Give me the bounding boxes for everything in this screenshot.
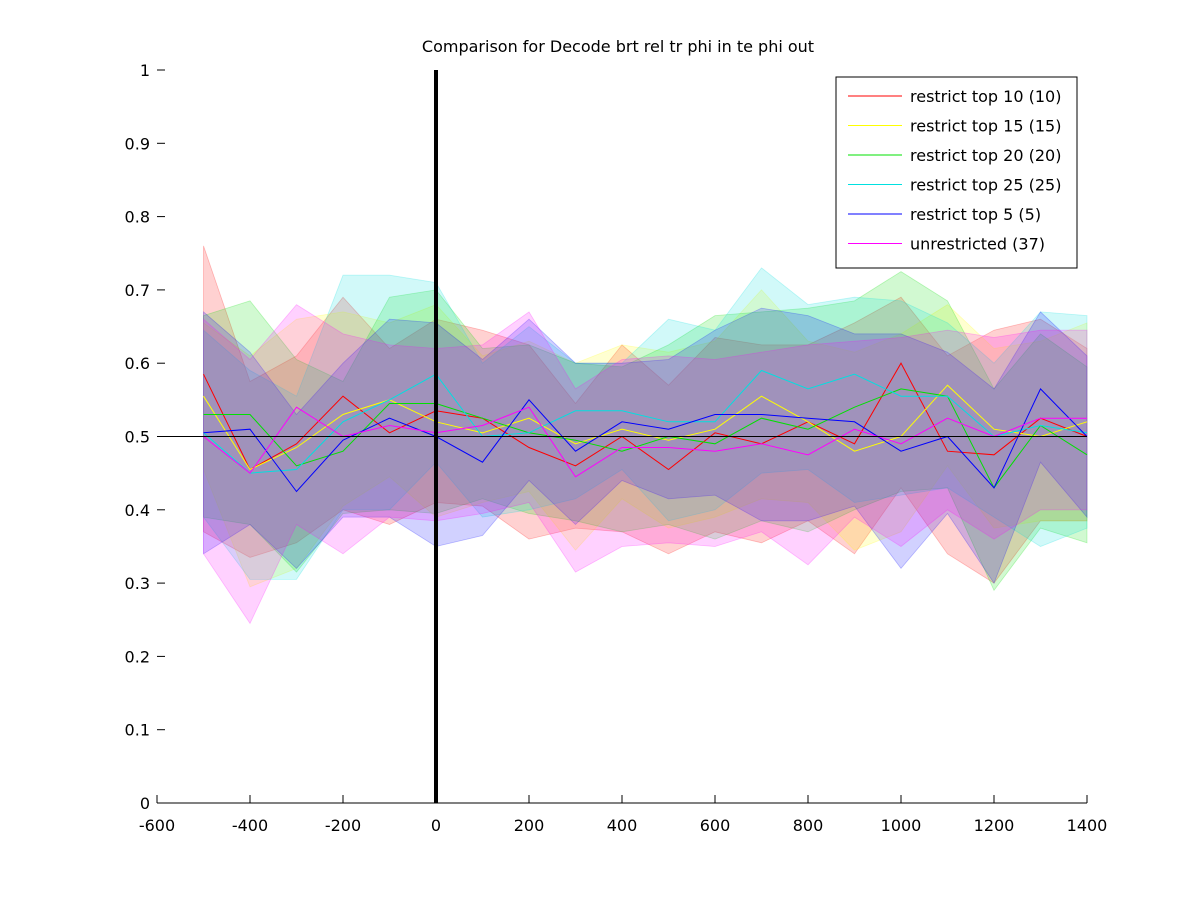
legend-label: restrict top 15 (15) bbox=[910, 117, 1061, 136]
chart-title: Comparison for Decode brt rel tr phi in … bbox=[422, 37, 814, 56]
confidence-band-6 bbox=[203, 304, 1088, 625]
x-tick-label: -600 bbox=[139, 816, 175, 835]
y-tick-label: 0.9 bbox=[125, 134, 150, 153]
legend-label: restrict top 10 (10) bbox=[910, 87, 1061, 106]
y-tick-label: 0.7 bbox=[125, 281, 150, 300]
axes: -600 -400 -200 0 200 400 600 800 1000 1200 1400 0 0.… bbox=[125, 61, 1108, 835]
confidence-band-3 bbox=[203, 271, 1088, 592]
legend-box bbox=[835, 76, 1078, 269]
y-tick-label: 0.5 bbox=[125, 428, 150, 447]
y-tick-label: 0.6 bbox=[125, 354, 150, 373]
confidence-bands bbox=[203, 245, 1088, 625]
confidence-band-4 bbox=[203, 267, 1088, 580]
x-tick-label: 400 bbox=[607, 816, 638, 835]
series-line-4 bbox=[203, 369, 1088, 474]
series-line-6 bbox=[203, 406, 1087, 478]
y-tick-label: 1 bbox=[140, 61, 150, 80]
x-tick-label: -400 bbox=[232, 816, 268, 835]
y-tick-label: 0.3 bbox=[125, 574, 150, 593]
x-tick-label: 1400 bbox=[1067, 816, 1108, 835]
series-line-3 bbox=[203, 388, 1088, 489]
confidence-band-5 bbox=[203, 307, 1088, 584]
x-tick-label: 600 bbox=[700, 816, 731, 835]
x-tick-label: 0 bbox=[431, 816, 441, 835]
x-tick-label: 1000 bbox=[881, 816, 922, 835]
y-tick-label: 0.4 bbox=[125, 501, 150, 520]
legend-label: restrict top 25 (25) bbox=[910, 176, 1061, 195]
x-tick-label: 200 bbox=[514, 816, 545, 835]
series-line-2 bbox=[203, 384, 1088, 471]
y-tick-label: 0.2 bbox=[125, 647, 150, 666]
confidence-band-2 bbox=[203, 289, 1088, 588]
y-tick-label: 0.1 bbox=[125, 721, 150, 740]
reference-lines bbox=[157, 70, 1087, 803]
y-tick-label: 0 bbox=[140, 794, 150, 813]
y-tick-label: 0.8 bbox=[125, 208, 150, 227]
legend-label: unrestricted (37) bbox=[910, 235, 1045, 254]
confidence-band-1 bbox=[203, 245, 1088, 584]
x-tick-label: -200 bbox=[325, 816, 361, 835]
x-tick-label: 1200 bbox=[974, 816, 1015, 835]
legend-label: restrict top 20 (20) bbox=[910, 146, 1061, 165]
x-tick-label: 800 bbox=[793, 816, 824, 835]
legend-label: restrict top 5 (5) bbox=[910, 205, 1041, 224]
legend: restrict top 10 (10) restrict top 15 (15)… bbox=[835, 76, 1078, 269]
